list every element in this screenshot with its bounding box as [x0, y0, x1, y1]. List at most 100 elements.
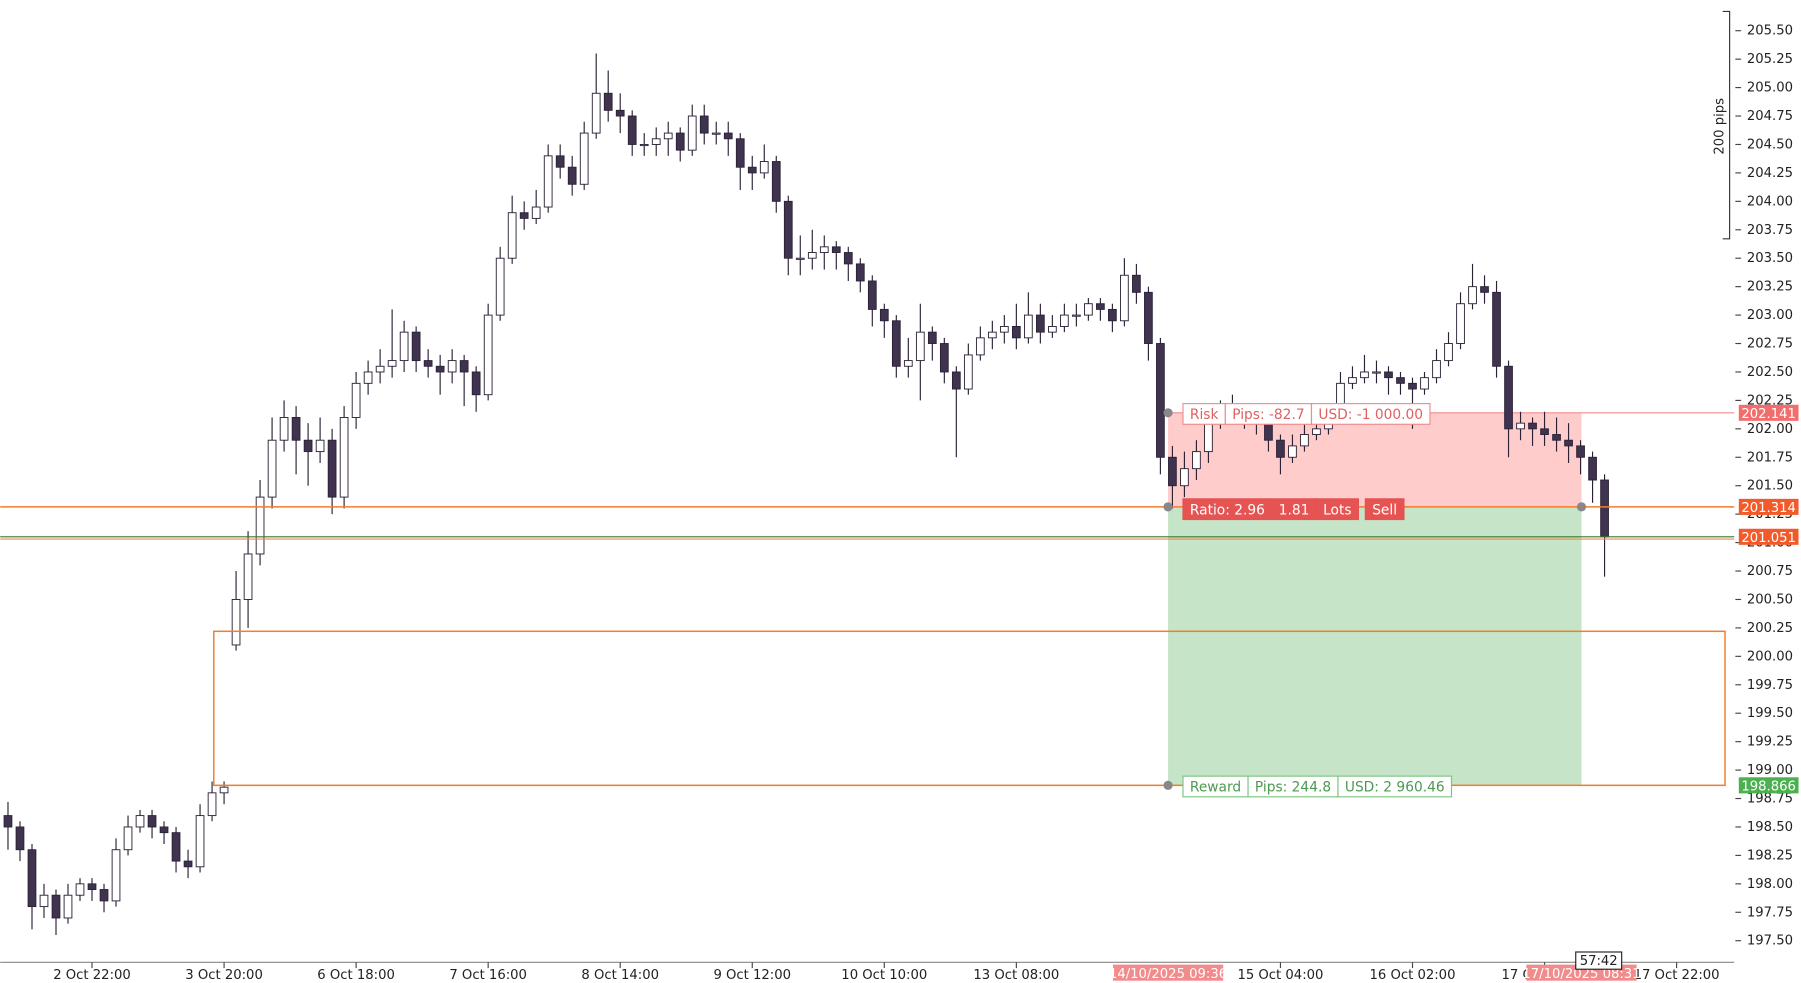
time-tag-label: 14/10/2025 09:36 — [1109, 967, 1227, 982]
candle-body — [723, 132, 733, 140]
candle-body — [219, 786, 229, 794]
risk-label: Risk — [1190, 407, 1219, 423]
y-tick-label: 205.00 — [1747, 81, 1793, 96]
candle-body — [147, 815, 157, 828]
candle-body — [807, 252, 817, 259]
candle-body — [879, 308, 889, 322]
candle-body — [987, 331, 997, 339]
candle-body — [1600, 479, 1609, 538]
candle-body — [675, 132, 685, 151]
candle-body — [351, 382, 361, 418]
y-tick-label: 202.50 — [1747, 365, 1793, 380]
candle-body — [891, 320, 901, 367]
candle-body — [999, 326, 1009, 333]
candle-body — [783, 200, 793, 259]
ratio-label: Ratio: 2.96 — [1190, 502, 1265, 518]
y-tick-label: 199.00 — [1747, 763, 1793, 778]
candle-body — [243, 553, 253, 600]
candle-body — [1528, 422, 1537, 430]
y-tick-label: 198.00 — [1747, 877, 1793, 892]
x-tick-label: 7 Oct 16:00 — [449, 968, 527, 983]
candle-body — [363, 371, 373, 384]
candle-body — [795, 257, 805, 260]
candle-body — [459, 360, 469, 373]
pips-bracket — [1722, 10, 1731, 240]
candle-body — [1312, 428, 1321, 435]
candle-body — [1516, 422, 1525, 430]
candle-body — [519, 212, 529, 219]
zone — [213, 630, 1726, 787]
y-tick-label: 203.00 — [1747, 308, 1793, 323]
price-tag — [1738, 404, 1799, 421]
position-handle — [1163, 780, 1173, 790]
price-tag-label: 202.141 — [1741, 407, 1796, 422]
candle-body — [1156, 343, 1165, 458]
candle-body — [279, 417, 289, 441]
candle-body — [1408, 382, 1417, 390]
candle-body — [555, 155, 565, 168]
candle-body — [183, 860, 193, 868]
candle-body — [1192, 451, 1201, 470]
candle-body — [579, 132, 589, 185]
time-tag — [1112, 964, 1224, 981]
countdown: 57:42 — [1580, 954, 1618, 969]
candle-body — [759, 161, 769, 174]
candle-body — [1360, 371, 1369, 379]
candle-body — [339, 417, 349, 498]
candle-body — [1084, 303, 1093, 316]
y-tick-label: 198.75 — [1747, 792, 1793, 807]
candle-body — [111, 849, 121, 902]
candle-body — [1540, 428, 1549, 435]
candle-body — [939, 343, 949, 373]
candle-body — [87, 883, 97, 890]
candle-body — [483, 314, 493, 396]
candle-body — [3, 815, 13, 828]
candle-body — [387, 360, 397, 367]
ratio-label-box — [1315, 498, 1360, 521]
candle-body — [663, 132, 673, 140]
candle-body — [1348, 377, 1357, 384]
candle-body — [927, 331, 937, 344]
candle-body — [207, 792, 217, 817]
candle-body — [963, 354, 973, 390]
candle-body — [627, 115, 637, 145]
candle-body — [699, 115, 709, 134]
sell-button: Sell — [1372, 502, 1397, 518]
position-handle — [1163, 408, 1173, 418]
candle-body — [1552, 434, 1561, 441]
candle-body — [27, 849, 37, 908]
candle-body — [543, 155, 553, 208]
candle-body — [15, 826, 25, 851]
candle-body — [843, 252, 853, 265]
x-tick-label: 17 Oct 22:00 — [1634, 968, 1720, 983]
candle-body — [507, 212, 517, 259]
y-tick-label: 197.50 — [1747, 934, 1793, 949]
price-tag-label: 201.051 — [1741, 531, 1796, 546]
y-tick-label: 202.00 — [1747, 422, 1793, 437]
candle-body — [687, 115, 697, 151]
candle-body — [1011, 326, 1021, 339]
candle-body — [1576, 445, 1585, 458]
candle-body — [651, 138, 661, 145]
candle-body — [1048, 326, 1057, 333]
candle-body — [831, 246, 841, 253]
candle-body — [1300, 434, 1309, 447]
candle-body — [1492, 291, 1501, 367]
candle-body — [771, 161, 781, 202]
candle-body — [1096, 303, 1105, 310]
candle-body — [327, 439, 337, 498]
candle-body — [399, 331, 409, 362]
candle-body — [315, 439, 325, 453]
candle-body — [1180, 468, 1189, 487]
reward-area — [1168, 506, 1582, 786]
candle-body — [1204, 422, 1213, 453]
candle-body — [1468, 286, 1477, 305]
candle-body — [1120, 274, 1129, 322]
candle-body — [615, 109, 625, 117]
candle-body — [267, 439, 277, 498]
candle-body — [603, 92, 613, 111]
y-tick-label: 202.75 — [1747, 337, 1793, 352]
y-tick-label: 204.50 — [1747, 137, 1793, 152]
y-tick-label: 204.25 — [1747, 166, 1793, 181]
